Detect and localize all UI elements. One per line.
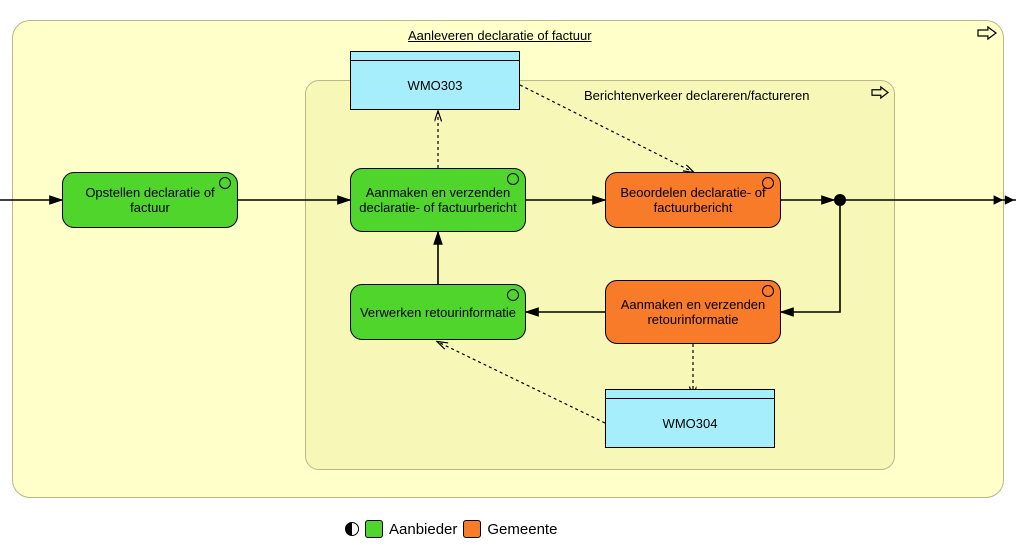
activity-label: Aanmaken en verzenden declaratie- of fac…	[359, 185, 517, 215]
diagram-canvas: Aanleveren declaratie of factuur Bericht…	[0, 0, 1024, 555]
outer-title: Aanleveren declaratie of factuur	[408, 28, 592, 43]
legend: Aanbieder Gemeente	[345, 520, 557, 538]
legend-label-gemeente: Gemeente	[487, 521, 557, 538]
data-object-wmo303: WMO303	[350, 60, 520, 110]
activity-label: Aanmaken en verzenden retourinformatie	[614, 297, 772, 327]
inner-subtitle: Berichtenverkeer declareren/factureren	[584, 88, 809, 103]
activity-verwerken: Verwerken retourinformatie	[350, 284, 526, 340]
activity-marker-icon	[507, 173, 519, 185]
activity-label: Verwerken retourinformatie	[360, 305, 516, 320]
data-object-label: WMO304	[606, 399, 774, 447]
legend-swatch-gemeente	[463, 520, 481, 538]
data-object-wmo304: WMO304	[605, 398, 775, 448]
activity-marker-icon	[762, 285, 774, 297]
legend-swatch-aanbieder	[365, 520, 383, 538]
activity-label: Beoordelen declaratie- of factuurbericht	[614, 185, 772, 215]
activity-aanmaken-retour: Aanmaken en verzenden retourinformatie	[605, 280, 781, 344]
activity-marker-icon	[219, 177, 231, 189]
inner-container	[305, 80, 895, 470]
activity-aanmaken-verzenden: Aanmaken en verzenden declaratie- of fac…	[350, 168, 526, 232]
legend-label-aanbieder: Aanbieder	[389, 521, 457, 538]
legend-marker-icon	[345, 522, 359, 536]
activity-beoordelen: Beoordelen declaratie- of factuurbericht	[605, 172, 781, 228]
activity-opstellen: Opstellen declaratie of factuur	[62, 172, 238, 228]
activity-label: Opstellen declaratie of factuur	[71, 185, 229, 215]
activity-marker-icon	[507, 289, 519, 301]
data-object-label: WMO303	[351, 61, 519, 109]
activity-marker-icon	[762, 177, 774, 189]
